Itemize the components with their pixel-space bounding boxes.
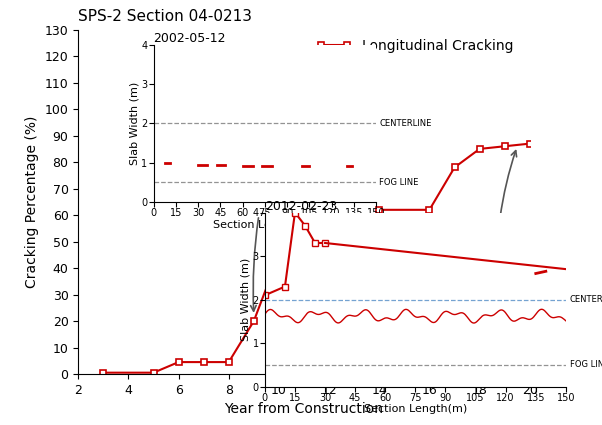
Text: 2012-02-23: 2012-02-23 — [265, 199, 337, 212]
Longitudinal Cracking — [225, 360, 232, 365]
X-axis label: Year from Construction: Year from Construction — [225, 402, 383, 416]
Longitudinal Cracking — [326, 242, 333, 247]
Y-axis label: Cracking Percentage (%): Cracking Percentage (%) — [25, 116, 39, 288]
X-axis label: Section Length(m): Section Length(m) — [364, 405, 467, 414]
Legend: Longitudinal Cracking: Longitudinal Cracking — [311, 33, 520, 58]
Text: 2002-05-12: 2002-05-12 — [154, 31, 226, 45]
Longitudinal Cracking — [526, 141, 533, 146]
Longitudinal Cracking — [150, 370, 157, 375]
Y-axis label: Slab Width (m): Slab Width (m) — [129, 82, 140, 165]
Longitudinal Cracking — [300, 247, 308, 252]
Text: SPS-2 Section 04-0213: SPS-2 Section 04-0213 — [78, 9, 252, 24]
Longitudinal Cracking — [376, 207, 383, 212]
Longitudinal Cracking — [426, 207, 433, 212]
Longitudinal Cracking — [250, 318, 258, 323]
Y-axis label: Slab Width (m): Slab Width (m) — [241, 258, 251, 341]
Longitudinal Cracking — [501, 144, 508, 149]
Longitudinal Cracking — [100, 370, 107, 375]
Longitudinal Cracking — [350, 236, 358, 241]
Longitudinal Cracking — [175, 360, 182, 365]
Longitudinal Cracking — [200, 360, 207, 365]
Text: CENTERLINE: CENTERLINE — [570, 295, 602, 304]
Text: CENTERLINE: CENTERLINE — [379, 119, 432, 128]
Line: Longitudinal Cracking: Longitudinal Cracking — [100, 140, 533, 376]
Longitudinal Cracking — [476, 146, 483, 151]
Longitudinal Cracking — [451, 165, 458, 170]
Text: FOG LINE: FOG LINE — [379, 178, 418, 187]
Text: FOG LINE: FOG LINE — [570, 360, 602, 369]
X-axis label: Section Length(m): Section Length(m) — [213, 220, 317, 230]
Longitudinal Cracking — [275, 252, 282, 258]
